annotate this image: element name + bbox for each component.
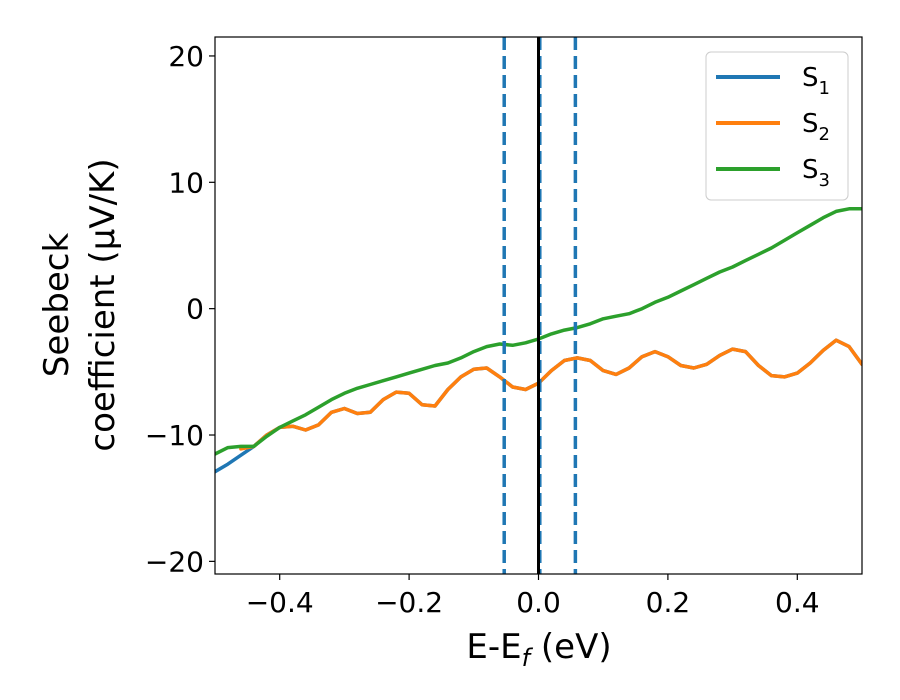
legend-label-2: S2 xyxy=(802,109,830,145)
y-tick-label: 0 xyxy=(186,293,204,326)
plot-area xyxy=(215,37,862,574)
x-tick-label: 0.0 xyxy=(516,586,561,619)
series-line-2 xyxy=(239,338,862,451)
legend-label-1: S1 xyxy=(802,63,830,99)
legend: S1 S2 S3 xyxy=(705,51,849,201)
y-tick-label: −10 xyxy=(145,419,204,452)
x-tick-label: −0.4 xyxy=(246,586,314,619)
y-axis-label-line2: coefficient (μV/K) xyxy=(83,158,123,451)
y-axis-label-line1: Seebeck xyxy=(37,233,77,378)
y-tick-label: 10 xyxy=(168,166,204,199)
plot-content xyxy=(215,37,862,574)
y-tick-label: 20 xyxy=(168,40,204,73)
y-tick-label: −20 xyxy=(145,545,204,578)
x-tick-label: 0.2 xyxy=(646,586,691,619)
legend-label-3: S3 xyxy=(802,155,830,191)
x-tick-label: −0.2 xyxy=(375,586,443,619)
legend-box xyxy=(705,51,849,201)
x-tick-label: 0.4 xyxy=(775,586,820,619)
y-axis-label: Seebeck coefficient (μV/K) xyxy=(37,158,123,451)
x-axis-label: E-Ef (eV) xyxy=(466,627,611,672)
axis-ticks: −0.4 −0.2 0.0 0.2 0.4 −20 −10 0 10 20 xyxy=(145,40,820,619)
